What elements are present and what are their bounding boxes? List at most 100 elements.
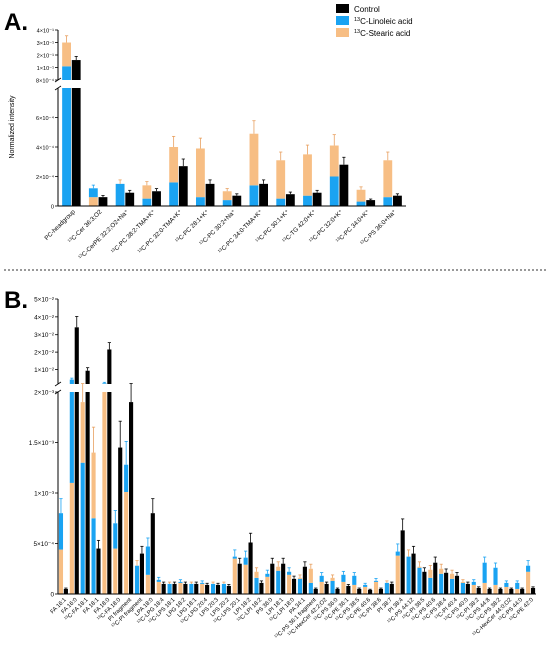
bar-isotope-high-20 [276, 566, 281, 571]
bar-isotope-high-8 [145, 546, 150, 575]
bar-isotope-low-12 [189, 583, 194, 594]
bar-isotope-low-37 [460, 582, 465, 594]
bar-control-0 [71, 88, 81, 206]
bar-isotope-high-34 [428, 569, 433, 578]
bar-control-22 [302, 566, 307, 594]
bar-control-33 [422, 571, 427, 594]
y-tick-label-upper-0: 1×10⁻² [34, 367, 54, 374]
bar-isotope-low-3 [142, 198, 152, 206]
bar-control-11 [183, 583, 188, 594]
y-tick-label-lower-4: 2×10⁻³ [34, 390, 54, 397]
bar-control-10 [172, 583, 177, 594]
bar-isotope-high-1 [69, 392, 74, 483]
bar-isotope-high-6 [124, 464, 129, 492]
bar-isotope-high-25 [330, 577, 335, 581]
bar-isotope-high-4 [102, 383, 107, 384]
bar-isotope-low-6 [222, 200, 232, 206]
bar-isotope-high-10 [329, 145, 339, 177]
bar-isotope-low-4 [102, 392, 107, 594]
bar-control-5 [205, 183, 215, 206]
bar-isotope-low-41 [504, 586, 509, 594]
bar-control-4-upper [107, 349, 112, 384]
bar-isotope-low-42 [515, 588, 520, 594]
bar-control-20 [281, 563, 286, 594]
bar-isotope-high-36 [449, 573, 455, 579]
bar-isotope-low-35 [439, 573, 444, 594]
bar-control-27 [357, 588, 362, 594]
bar-control-0-upper [71, 60, 81, 80]
legend-swatch-0 [336, 4, 349, 13]
bar-isotope-high-28 [363, 584, 368, 587]
bar-isotope-high-17 [243, 557, 248, 565]
y-axis-label: Normalized intensity [9, 95, 16, 159]
bar-isotope-high-0 [58, 513, 64, 550]
bar-control-11 [366, 200, 376, 206]
bar-isotope-high-19 [265, 573, 270, 577]
category-label-2: 13C-CerPE 32:2;O2+Na⁺ [76, 207, 130, 261]
bar-isotope-low-5 [113, 548, 118, 594]
bar-isotope-low-17 [243, 564, 248, 594]
y-tick-label-upper-2: 3×10⁻² [34, 332, 54, 339]
bar-isotope-high-33 [417, 566, 422, 568]
bar-isotope-high-11 [356, 189, 366, 202]
bar-isotope-high-16 [232, 556, 237, 559]
bar-isotope-high-13 [200, 582, 205, 584]
bar-isotope-high-42 [515, 582, 520, 589]
bar-isotope-low-21 [287, 574, 292, 594]
bar-control-12 [393, 195, 402, 206]
bar-isotope-low-1 [69, 482, 74, 594]
bar-isotope-high-18 [254, 571, 259, 578]
bar-isotope-low-5 [195, 197, 205, 206]
bar-isotope-high-4 [169, 147, 179, 183]
bar-isotope-high-7 [249, 133, 259, 186]
bar-isotope-high-41 [504, 582, 509, 587]
y-tick-label-lower-3: 1.5×10⁻³ [29, 440, 54, 447]
bar-isotope-low-2 [80, 462, 85, 594]
bar-control-26 [346, 585, 351, 594]
bar-isotope-high-22 [297, 577, 303, 579]
bar-isotope-high-3 [142, 185, 152, 199]
bar-isotope-low-29 [373, 581, 379, 594]
bar-control-9 [161, 583, 166, 594]
bar-isotope-low-13 [200, 583, 205, 594]
y-tick-label-lower-2: 1×10⁻³ [34, 491, 54, 498]
bar-control-28 [368, 589, 373, 594]
y-tick-label-upper-1: 2×10⁻² [34, 350, 54, 357]
bar-control-39 [487, 588, 492, 594]
bar-isotope-low-36 [449, 578, 455, 594]
bar-isotope-low-40 [493, 584, 498, 594]
y-tick-label-upper-3: 3×10⁻¹ [37, 41, 55, 47]
bar-control-8 [150, 513, 155, 594]
bar-control-18 [259, 582, 264, 594]
bar-isotope-high-8 [276, 160, 286, 199]
bar-isotope-high-39 [482, 562, 487, 583]
bar-control-1 [98, 197, 108, 206]
bar-control-35 [444, 572, 449, 594]
bar-isotope-low-38 [471, 584, 476, 594]
bar-isotope-low-11 [178, 582, 183, 594]
bar-isotope-high-1 [88, 188, 98, 198]
bar-isotope-low-33 [417, 567, 422, 594]
bar-isotope-high-9 [156, 579, 161, 582]
bar-control-4 [178, 166, 188, 206]
y-tick-label-upper-3: 4×10⁻² [34, 314, 54, 321]
bar-isotope-low-8 [276, 198, 286, 206]
bar-control-1-upper [74, 327, 79, 384]
bar-control-38 [476, 587, 481, 594]
bar-control-17 [248, 542, 253, 594]
bar-isotope-low-10 [329, 176, 339, 206]
bar-isotope-low-26 [341, 581, 346, 594]
bar-control-10 [339, 164, 349, 206]
bar-isotope-high-5 [195, 148, 205, 198]
bar-isotope-high-35 [439, 568, 444, 574]
bar-control-7 [259, 183, 269, 206]
bar-isotope-low-43 [526, 571, 531, 594]
bar-control-31 [400, 530, 405, 594]
bar-control-9 [312, 192, 322, 206]
y-tick-label-upper-1: 1×10⁻¹ [37, 66, 55, 72]
bar-isotope-high-21 [287, 571, 292, 575]
bar-control-7 [139, 553, 145, 594]
bar-isotope-low-28 [363, 586, 368, 594]
bar-control-2 [125, 192, 135, 206]
